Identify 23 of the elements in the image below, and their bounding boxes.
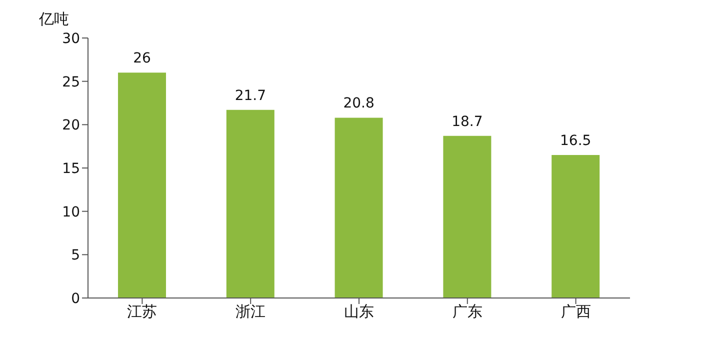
x-tick-label: 山东 [344, 302, 374, 321]
bar [226, 110, 274, 298]
y-tick-label: 10 [62, 204, 80, 220]
y-tick-label: 25 [62, 74, 80, 90]
bar [118, 72, 166, 298]
x-tick-label: 广西 [560, 302, 591, 321]
data-label: 26 [133, 50, 151, 67]
data-label: 21.7 [234, 88, 266, 104]
data-label: 20.8 [343, 96, 374, 112]
y-axis-title: 亿吨 [38, 10, 69, 28]
y-tick-label: 20 [62, 118, 80, 134]
x-tick-label: 江苏 [127, 302, 158, 321]
x-tick-label: 广东 [452, 302, 482, 321]
bar [443, 136, 492, 298]
data-label: 16.5 [560, 133, 592, 149]
y-tick-label: 30 [62, 30, 80, 47]
bar [552, 155, 600, 298]
bar [334, 118, 383, 298]
data-label: 18.7 [452, 114, 483, 130]
y-tick-label: 0 [71, 290, 80, 307]
x-tick-label: 浙江 [236, 302, 266, 321]
y-tick-label: 15 [62, 160, 80, 177]
y-tick-label: 5 [71, 248, 80, 264]
